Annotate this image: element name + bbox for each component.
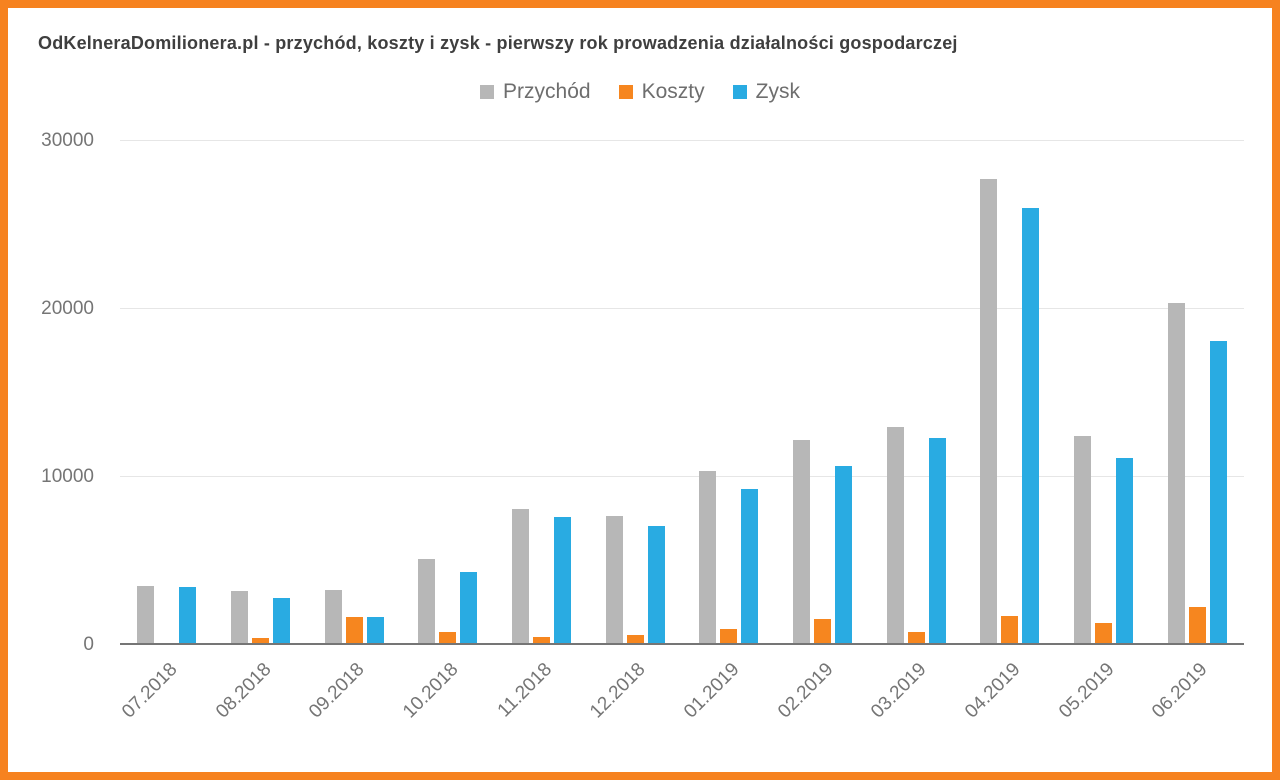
bar-zysk-10.2018 <box>460 571 478 645</box>
legend-swatch-icon <box>618 85 633 99</box>
gridline <box>120 140 1244 141</box>
bar-group-12.2018: 12.2018 <box>587 141 665 722</box>
bar-przychód-11.2018 <box>511 508 529 645</box>
x-axis-label: 07.2018 <box>118 659 182 723</box>
legend-swatch-icon <box>480 85 495 99</box>
plot-wrap: 07.2018 08.2018 09.2018 10.2018 11.2018 12.20… <box>118 140 1244 722</box>
bar-koszty-02.2019 <box>813 618 831 645</box>
x-axis-label: 12.2018 <box>586 659 650 723</box>
bar-group-04.2019: 04.2019 <box>961 141 1040 722</box>
bar-przychód-10.2018 <box>418 559 436 645</box>
bar-zysk-02.2019 <box>834 466 852 645</box>
legend-label: Przychód <box>503 80 591 103</box>
bar-koszty-11.2018 <box>532 637 550 645</box>
legend: Przychód Koszty Zysk <box>8 76 1272 108</box>
bar-group-02.2019: 02.2019 <box>774 141 852 722</box>
bar-przychód-04.2019 <box>980 178 998 645</box>
legend-label: Zysk <box>755 80 800 103</box>
bar-koszty-05.2019 <box>1094 623 1112 645</box>
x-axis-label: 03.2019 <box>867 659 931 723</box>
bar-zysk-01.2019 <box>741 488 759 645</box>
x-axis-label: 09.2018 <box>305 659 369 723</box>
bar-przychód-12.2018 <box>605 516 623 645</box>
bar-koszty-10.2018 <box>439 631 457 645</box>
bar-przychód-07.2018 <box>137 586 155 645</box>
bar-group-03.2019: 03.2019 <box>868 141 946 722</box>
y-tick-label: 0 <box>83 634 94 655</box>
bar-koszty-03.2019 <box>907 632 925 645</box>
x-axis-label: 06.2019 <box>1148 659 1212 723</box>
bar-przychód-02.2019 <box>792 440 810 645</box>
gridline <box>120 476 1244 477</box>
bar-zysk-07.2018 <box>179 587 197 645</box>
plot-area: 07.2018 08.2018 09.2018 10.2018 11.2018 12.20… <box>118 141 1244 722</box>
bar-zysk-12.2018 <box>647 525 665 645</box>
bar-przychód-03.2019 <box>886 426 904 645</box>
bar-koszty-08.2018 <box>251 638 269 645</box>
legend-item-przychód: Przychód <box>480 80 591 104</box>
bar-koszty-09.2018 <box>345 617 363 645</box>
legend-item-zysk: Zysk <box>732 80 800 104</box>
x-axis-label: 04.2019 <box>961 659 1025 723</box>
bar-group-07.2018: 07.2018 <box>118 141 197 722</box>
x-axis-label: 08.2018 <box>211 659 276 723</box>
y-tick-label: 10000 <box>41 466 94 487</box>
bar-group-05.2019: 05.2019 <box>1055 141 1133 722</box>
x-axis-label: 11.2018 <box>493 659 557 722</box>
legend-item-koszty: Koszty <box>618 80 705 104</box>
y-tick-label: 20000 <box>41 298 94 319</box>
bar-group-10.2018: 10.2018 <box>399 141 478 722</box>
bar-koszty-01.2019 <box>720 628 738 645</box>
bar-group-06.2019: 06.2019 <box>1148 141 1227 722</box>
bar-koszty-06.2019 <box>1188 607 1206 645</box>
bar-przychód-05.2019 <box>1073 435 1091 645</box>
y-axis-labels: 0 10000 20000 30000 <box>8 130 104 655</box>
gridline <box>120 308 1244 309</box>
bar-przychód-09.2018 <box>324 589 342 645</box>
legend-label: Koszty <box>641 80 705 103</box>
y-tick-label: 30000 <box>41 130 94 151</box>
bar-koszty-04.2019 <box>1001 616 1019 645</box>
bar-koszty-12.2018 <box>626 635 644 645</box>
bar-przychód-08.2018 <box>230 591 248 645</box>
bar-zysk-05.2019 <box>1115 457 1133 645</box>
bar-group-08.2018: 08.2018 <box>212 141 290 722</box>
bar-zysk-11.2018 <box>553 517 571 645</box>
legend-swatch-icon <box>732 85 747 99</box>
bar-zysk-03.2019 <box>928 438 946 645</box>
bar-przychód-06.2019 <box>1167 303 1185 645</box>
x-axis-line <box>120 643 1244 645</box>
gridlines <box>120 140 1244 645</box>
x-axis-label: 01.2019 <box>680 659 744 723</box>
bar-zysk-09.2018 <box>366 617 384 645</box>
chart-title: OdKelneraDomilionera.pl - przychód, kosz… <box>38 33 958 53</box>
bar-zysk-08.2018 <box>272 597 290 645</box>
x-axis-label: 02.2019 <box>773 659 838 723</box>
bar-zysk-06.2019 <box>1209 340 1227 645</box>
bar-zysk-04.2019 <box>1022 208 1040 645</box>
bar-przychód-01.2019 <box>699 471 717 645</box>
bar-group-09.2018: 09.2018 <box>306 141 384 722</box>
bar-group-01.2019: 01.2019 <box>680 141 759 722</box>
x-axis-label: 10.2018 <box>399 659 463 723</box>
bar-group-11.2018: 11.2018 <box>494 141 571 721</box>
x-axis-label: 05.2019 <box>1054 659 1119 723</box>
